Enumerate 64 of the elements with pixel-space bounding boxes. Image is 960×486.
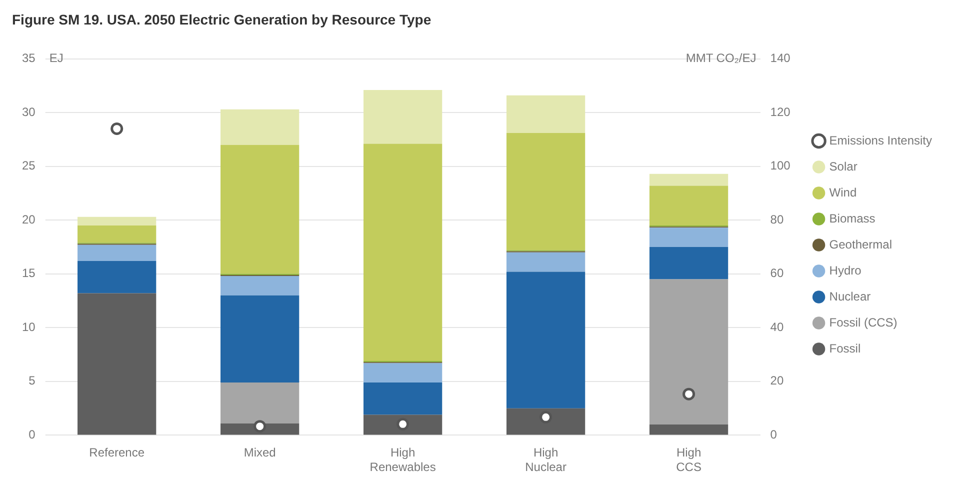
y2-tick-label: 140 (770, 51, 791, 66)
point (396, 418, 410, 430)
legend-label: Wind (829, 185, 857, 200)
bar (363, 414, 442, 435)
bar (78, 244, 156, 261)
bar (220, 109, 300, 145)
y2-tick-label: 40 (770, 320, 784, 334)
bar (506, 252, 586, 272)
y-tick-label: 15 (22, 266, 36, 280)
bar (649, 279, 728, 424)
bar (506, 95, 586, 134)
bar (649, 174, 728, 186)
y2-axis-title: MMT CO₂/EJ (686, 51, 756, 66)
x-tick-label: Mixed (244, 446, 276, 460)
bar (220, 382, 300, 424)
bar (363, 363, 442, 383)
bar (649, 247, 728, 280)
point (540, 410, 552, 424)
legend-label: Biomass (829, 211, 876, 226)
legend-label: Geothermal (829, 237, 892, 252)
bar (78, 225, 156, 243)
legend-label: Fossil (CCS) (829, 315, 898, 330)
bar (78, 293, 156, 435)
point (110, 122, 124, 135)
y2-tick-label: 80 (770, 212, 784, 226)
y-tick-label: 25 (22, 158, 36, 173)
bar (220, 295, 300, 383)
bar (363, 144, 442, 361)
x-tick-label: High Renewables (370, 446, 436, 474)
y-tick-label: 0 (28, 428, 36, 442)
x-tick-label: High CCS (676, 446, 702, 474)
bar (363, 382, 442, 415)
y2-tick-label: 60 (770, 266, 784, 280)
y2-tick-label: 100 (770, 158, 791, 173)
y-tick-label: 30 (22, 104, 36, 119)
bar (78, 260, 156, 294)
bar (649, 228, 728, 247)
bar (220, 144, 300, 274)
point (682, 388, 696, 400)
point (254, 420, 266, 433)
x-tick-label: High Nuclear (525, 446, 566, 474)
y-tick-label: 20 (22, 212, 36, 226)
y-tick-label: 5 (28, 374, 36, 388)
y2-tick-label: 0 (770, 428, 778, 442)
y-tick-label: 35 (22, 51, 36, 66)
bar (506, 408, 586, 435)
y-tick-label: 10 (22, 320, 36, 334)
legend-label: Solar (829, 159, 858, 174)
chart-title: Figure SM 19. USA. 2050 Electric Generation by Resource Type (12, 11, 432, 28)
legend-label: Emissions Intensity (829, 133, 932, 148)
bar (649, 424, 728, 435)
bar (649, 186, 728, 226)
y2-tick-label: 120 (770, 104, 791, 119)
bar (506, 133, 586, 250)
legend-label: Hydro (829, 263, 862, 278)
bar (506, 272, 586, 408)
bar (78, 216, 156, 226)
bar (220, 276, 300, 296)
y2-tick-label: 20 (770, 374, 784, 388)
legend-label: Nuclear (829, 289, 871, 304)
y-axis-title: EJ (49, 51, 64, 66)
bar (363, 90, 442, 144)
x-tick-label: Reference (89, 446, 145, 460)
legend-label: Fossil (829, 341, 861, 356)
